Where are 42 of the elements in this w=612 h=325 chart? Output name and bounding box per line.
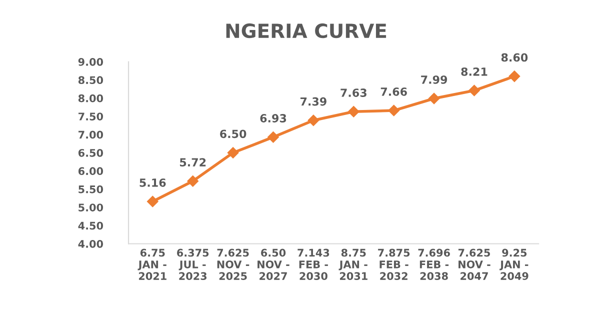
- x-tick-label: 7.143 FEB - 2030: [298, 248, 330, 280]
- y-tick-label: 6.00: [78, 167, 104, 176]
- point: [147, 196, 158, 208]
- point: [187, 176, 198, 187]
- point: [308, 114, 320, 126]
- x-tick-label: 7.696 FEB - 2038: [418, 248, 450, 280]
- x-tick-label: 7.625 NOV - 2047: [458, 248, 490, 280]
- data-label: 7.66: [380, 87, 407, 96]
- y-tick-label: 7.50: [78, 112, 104, 120]
- y-tick-label: 8.00: [78, 94, 104, 102]
- data-label: 7.99: [421, 75, 448, 84]
- point: [268, 131, 279, 143]
- point: [508, 70, 520, 82]
- x-tick-label: 6.75 JAN - 2021: [138, 248, 166, 280]
- chart-title: NGERIA CURVE: [226, 23, 386, 38]
- x-tick-label: 6.50 NOV - 2027: [258, 248, 290, 280]
- data-label: 6.50: [220, 130, 246, 138]
- data-label: 7.39: [300, 97, 326, 106]
- point: [428, 92, 440, 104]
- data-label: 6.93: [260, 114, 286, 122]
- point: [348, 106, 360, 118]
- point: [468, 84, 480, 96]
- y-tick-label: 5.50: [78, 185, 104, 194]
- point: [388, 104, 400, 116]
- x-tick-label: 7.625 NOV - 2025: [217, 248, 250, 280]
- y-tick-label: 4.00: [78, 240, 104, 248]
- y-tick-label: 4.50: [78, 222, 104, 230]
- y-tick-label: 8.50: [78, 76, 104, 84]
- point: [227, 147, 239, 158]
- x-tick-label: 9.25 JAN - 2049: [500, 248, 528, 280]
- data-label: 5.72: [180, 158, 206, 166]
- y-tick-label: 6.50: [78, 148, 104, 157]
- x-tick-label: 8.75 JAN - 2031: [338, 248, 368, 280]
- y-tick-label: 9.00: [78, 58, 104, 66]
- data-label: 7.63: [340, 88, 366, 97]
- x-tick-label: 6.375 JUL - 2023: [177, 248, 209, 280]
- y-tick-label: 7.00: [78, 130, 104, 139]
- data-label: 8.60: [501, 53, 528, 62]
- y-tick-label: 5.00: [78, 204, 104, 212]
- data-label: 8.21: [461, 67, 488, 76]
- data-label: 5.16: [140, 178, 166, 187]
- x-tick-label: 7.875 FEB - 2032: [378, 248, 410, 280]
